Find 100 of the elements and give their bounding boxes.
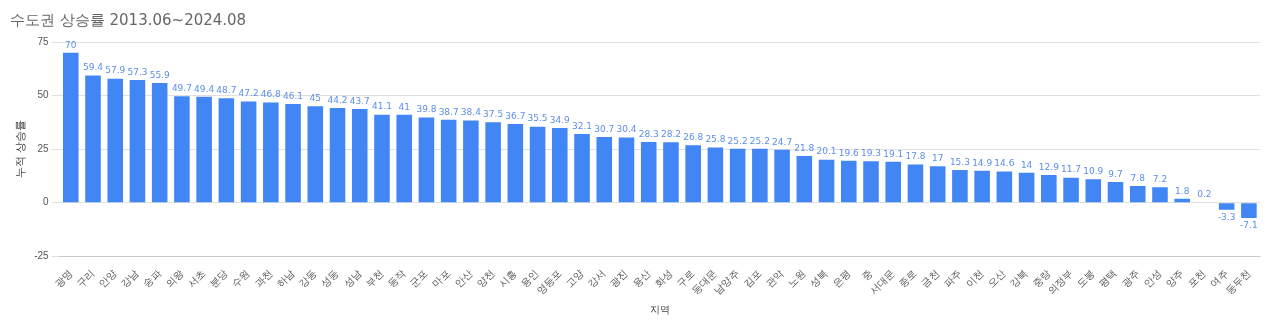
bar <box>1152 187 1168 203</box>
data-label: 28.3 <box>638 128 659 139</box>
data-label: 34.9 <box>549 114 571 125</box>
data-label: 49.4 <box>194 83 215 94</box>
data-label: 32.1 <box>572 120 593 131</box>
data-label: 20.1 <box>816 146 837 157</box>
x-tick-label: 김포 <box>741 267 764 290</box>
data-label: 11.7 <box>1061 164 1082 175</box>
data-label: 49.7 <box>171 83 192 94</box>
x-tick-label: 오산 <box>985 267 1008 290</box>
bar <box>85 75 101 203</box>
bar <box>596 136 613 203</box>
data-label: 17 <box>931 153 944 164</box>
data-label: 9.7 <box>1108 168 1123 179</box>
x-tick-label: 중 <box>859 267 875 282</box>
bar <box>640 142 657 203</box>
x-tick-label: 수원 <box>230 267 252 290</box>
y-tick-label: 25 <box>37 142 50 154</box>
x-tick-label: 마포 <box>430 267 453 290</box>
x-tick-label: 서초 <box>185 267 208 290</box>
x-tick-label: 노원 <box>785 267 808 290</box>
data-label: 57.3 <box>127 66 148 77</box>
data-label: 14.9 <box>972 157 993 168</box>
data-label: 70 <box>65 39 77 50</box>
data-label: 14 <box>1020 159 1033 170</box>
data-label: 19.3 <box>860 148 882 159</box>
bar <box>507 124 524 203</box>
data-label: 21.8 <box>794 142 815 153</box>
x-tick-label: 송파 <box>141 267 164 290</box>
data-label: 1.8 <box>1175 185 1190 196</box>
bar <box>952 169 968 203</box>
data-label: 14.6 <box>994 158 1015 169</box>
data-label: 12.9 <box>1038 161 1060 172</box>
bar <box>929 166 946 203</box>
y-tick-label: 75 <box>37 35 50 47</box>
x-tick-label: 양천 <box>474 267 497 290</box>
bar <box>418 117 435 203</box>
data-label: 7.2 <box>1152 174 1168 185</box>
x-tick-label: 하남 <box>274 267 297 290</box>
data-label: 41.1 <box>371 101 392 112</box>
x-tick-label: 강서 <box>585 267 608 290</box>
bar <box>529 126 546 203</box>
bar <box>196 96 212 203</box>
data-label: 37.5 <box>483 109 504 120</box>
x-tick-label: 도봉 <box>1074 267 1097 290</box>
data-label: 35.5 <box>527 113 548 124</box>
x-tick-label: 군포 <box>407 267 430 290</box>
data-label: 26.8 <box>683 132 704 143</box>
bar <box>107 78 124 203</box>
x-tick-label: 광명 <box>52 267 75 290</box>
data-label: 19.6 <box>838 147 860 158</box>
data-label: 38.7 <box>438 106 459 117</box>
x-axis-title: 지역 <box>649 303 670 315</box>
x-tick-label: 포천 <box>1185 267 1208 290</box>
bar <box>840 160 857 203</box>
data-label: 48.7 <box>216 85 237 96</box>
bar <box>1107 181 1124 203</box>
bar <box>907 164 924 203</box>
x-tick-label: 시흥 <box>496 267 519 290</box>
x-tick-label: 관악 <box>763 267 786 290</box>
x-tick-label: 은평 <box>830 267 853 290</box>
data-label: 30.7 <box>594 123 615 134</box>
x-tick-label: 고양 <box>563 267 586 290</box>
data-label: -3.3 <box>1217 211 1236 222</box>
data-label: 47.2 <box>238 88 259 99</box>
data-label: 25.2 <box>749 135 770 146</box>
data-label: 15.3 <box>949 156 970 167</box>
x-tick-label: 강동 <box>296 267 319 290</box>
x-tick-label: 이천 <box>963 267 986 290</box>
data-label: 38.4 <box>460 107 482 118</box>
x-tick-label: 평택 <box>1096 267 1119 290</box>
data-label: 41 <box>398 101 410 112</box>
bar <box>818 159 835 203</box>
data-label: 36.7 <box>505 110 526 121</box>
bar <box>151 82 168 203</box>
data-label: 28.2 <box>660 129 681 140</box>
data-label: 19.1 <box>883 148 904 159</box>
data-label: 55.9 <box>149 69 170 80</box>
bar <box>796 156 813 203</box>
bar <box>618 137 635 203</box>
x-tick-label: 파주 <box>941 267 964 290</box>
bar <box>1174 198 1190 203</box>
data-label: 43.7 <box>349 95 370 106</box>
data-label: 44.2 <box>327 94 348 105</box>
data-label: 59.4 <box>82 62 104 73</box>
bar <box>552 127 568 203</box>
data-label: 25.2 <box>727 135 748 146</box>
x-tick-label: 구리 <box>74 267 97 290</box>
x-tick-label: 안양 <box>96 267 119 290</box>
x-tick-label: 양주 <box>1163 267 1186 290</box>
data-label: 30.4 <box>616 124 637 135</box>
data-label: -7.1 <box>1240 219 1258 230</box>
bar <box>62 52 79 203</box>
bar <box>263 102 279 203</box>
bar <box>1063 177 1079 203</box>
bar <box>1041 175 1057 203</box>
y-tick-label: -25 <box>34 250 50 262</box>
bar <box>707 147 724 203</box>
bar <box>329 108 346 203</box>
x-tick-label: 안성 <box>1141 267 1164 290</box>
